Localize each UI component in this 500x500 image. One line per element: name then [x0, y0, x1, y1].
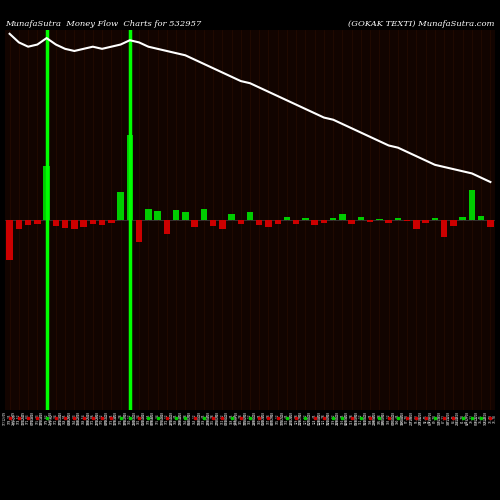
- Bar: [422, 220, 429, 224]
- Bar: [247, 212, 253, 220]
- Bar: [348, 220, 355, 224]
- Bar: [367, 220, 374, 222]
- Text: MunafaSutra  Money Flow  Charts for 532957: MunafaSutra Money Flow Charts for 532957: [5, 20, 202, 28]
- Bar: [460, 216, 466, 220]
- Bar: [136, 220, 142, 242]
- Bar: [44, 166, 50, 220]
- Bar: [219, 220, 226, 229]
- Bar: [274, 220, 281, 224]
- Bar: [312, 220, 318, 226]
- Bar: [200, 209, 207, 220]
- Bar: [394, 218, 401, 220]
- Bar: [6, 220, 13, 260]
- Bar: [80, 220, 87, 227]
- Bar: [441, 220, 448, 236]
- Bar: [145, 209, 152, 220]
- Bar: [238, 220, 244, 224]
- Bar: [302, 218, 308, 220]
- Bar: [173, 210, 180, 220]
- Bar: [450, 220, 456, 226]
- Bar: [266, 220, 272, 227]
- Bar: [386, 220, 392, 224]
- Text: (GOKAK TEXTI) MunafaSutra.com: (GOKAK TEXTI) MunafaSutra.com: [348, 20, 495, 28]
- Bar: [210, 220, 216, 226]
- Bar: [376, 218, 382, 220]
- Bar: [358, 216, 364, 220]
- Bar: [487, 220, 494, 227]
- Bar: [164, 220, 170, 234]
- Bar: [52, 220, 59, 226]
- Bar: [330, 218, 336, 220]
- Bar: [404, 220, 410, 222]
- Bar: [293, 220, 300, 224]
- Bar: [25, 220, 32, 224]
- Bar: [99, 220, 105, 224]
- Bar: [126, 134, 133, 220]
- Bar: [182, 212, 188, 220]
- Bar: [256, 220, 262, 224]
- Bar: [432, 218, 438, 220]
- Bar: [71, 220, 78, 229]
- Bar: [16, 220, 22, 230]
- Bar: [34, 220, 40, 224]
- Bar: [468, 190, 475, 220]
- Bar: [413, 220, 420, 229]
- Bar: [228, 214, 234, 220]
- Bar: [108, 220, 114, 222]
- Bar: [478, 216, 484, 220]
- Bar: [90, 220, 96, 224]
- Bar: [284, 216, 290, 220]
- Bar: [62, 220, 68, 228]
- Bar: [192, 220, 198, 227]
- Bar: [339, 214, 345, 220]
- Bar: [154, 211, 161, 220]
- Bar: [320, 220, 327, 224]
- Bar: [118, 192, 124, 220]
